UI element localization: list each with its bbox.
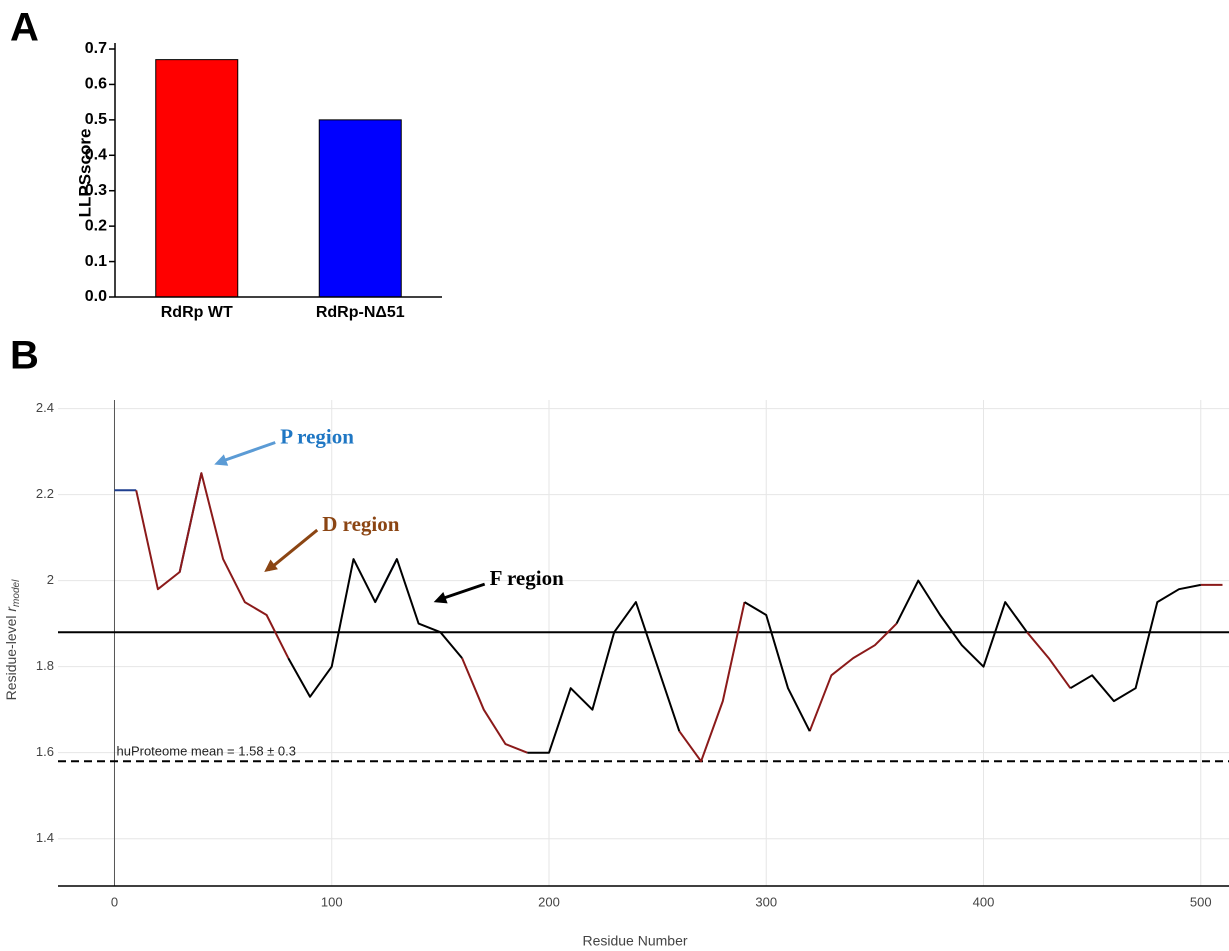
bar: [318, 119, 402, 298]
annotation-arrow: [437, 582, 486, 602]
panel-label: A: [10, 6, 39, 50]
annotation-arrow: [217, 441, 276, 464]
annotation-arrowhead: [433, 591, 448, 604]
y-tick-label: 1.4: [36, 830, 54, 845]
y-tick-label: 0.4: [85, 147, 107, 164]
annotation-arrow: [267, 528, 319, 572]
y-tick-label: 0.7: [85, 40, 107, 57]
x-axis-title: Residue Number: [582, 933, 687, 949]
x-tick-label: 200: [538, 894, 560, 909]
data-line: [135, 472, 1223, 763]
x-tick-label: 300: [755, 894, 777, 909]
x-tick-label: 500: [1190, 894, 1212, 909]
annotation: F region: [490, 566, 564, 590]
x-tick-label: 100: [321, 894, 343, 909]
annotation: P region: [280, 424, 354, 448]
x-tick-label: 0: [111, 894, 118, 909]
y-tick-label: 0.5: [85, 111, 107, 128]
y-axis-title-text: Residue-level: [3, 615, 19, 700]
y-tick-label: 1.6: [36, 744, 54, 759]
y-tick-label: 2.4: [36, 400, 54, 415]
bar: [155, 59, 239, 298]
y-tick-label: 0.6: [85, 76, 107, 93]
reference-label: huProteome mean = 1.58 ± 0.3: [116, 744, 296, 759]
x-tick-label: 400: [973, 894, 995, 909]
annotation: D region: [322, 512, 400, 536]
y-axis-title: Residue-level rmodel: [3, 579, 22, 700]
y-axis-title-var: r: [3, 606, 19, 612]
y-tick-label: 2.2: [36, 486, 54, 501]
y-tick-label: 0.1: [85, 253, 107, 270]
y-tick-label: 1.8: [36, 658, 54, 673]
y-tick-label: 0.0: [85, 288, 107, 305]
panel-label: B: [10, 334, 39, 378]
data-line: [287, 558, 1201, 754]
y-axis-title-sub: model: [11, 579, 22, 607]
annotation-arrowhead: [264, 559, 278, 573]
y-tick-label: 0.2: [85, 217, 107, 234]
y-tick-label: 2: [47, 572, 54, 587]
annotation-arrowhead: [214, 454, 229, 466]
y-axis-title: LLPSscore: [75, 129, 94, 218]
x-tick-label: RdRp-NΔ51: [316, 304, 405, 321]
y-tick-label: 0.3: [85, 182, 107, 199]
x-tick-label: RdRp WT: [161, 304, 233, 321]
